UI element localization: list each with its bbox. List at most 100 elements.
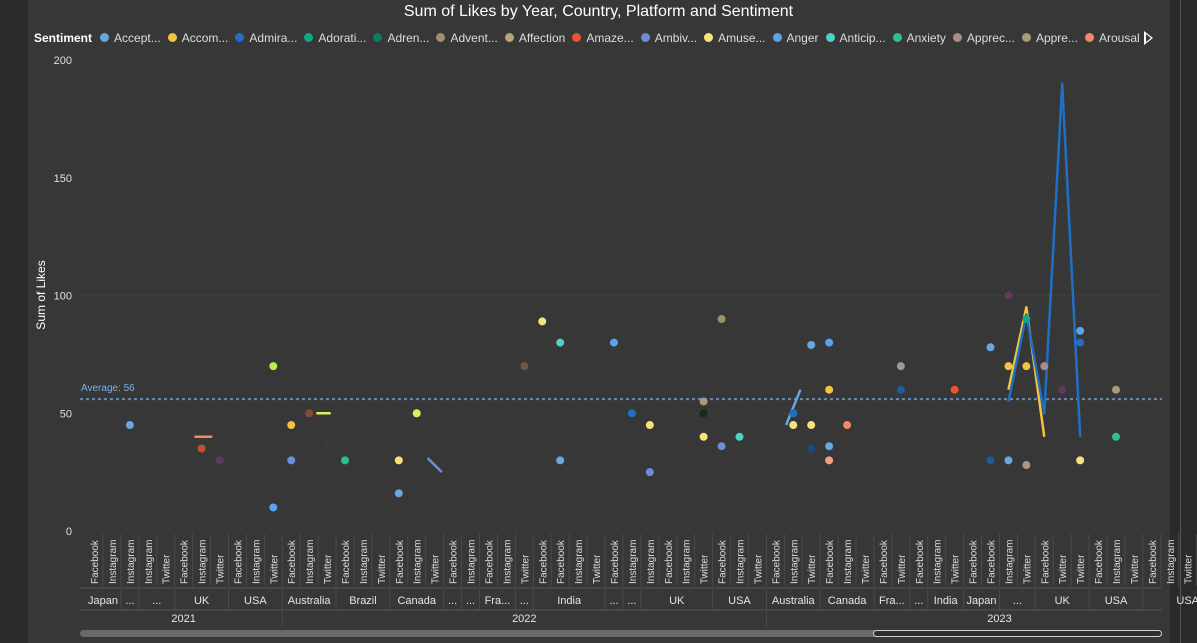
scrollbar-thumb[interactable] [873,630,1162,637]
data-point [1022,461,1030,469]
data-point [1076,456,1084,464]
data-point [198,445,206,453]
data-point [897,386,905,394]
series-line [786,390,800,425]
country-label: Australia [288,595,332,607]
x-tick-label: Twitter [377,554,388,584]
x-tick-label: Instagram [126,540,137,584]
y-axis-label: Sum of Likes [34,260,48,329]
data-point [789,421,797,429]
data-point [1022,315,1030,323]
x-tick-label: Instagram [305,540,316,584]
data-point [951,386,959,394]
country-label: Japan [88,595,118,607]
x-tick-label: Facebook [341,539,352,584]
x-tick-label: Instagram [789,540,800,584]
x-tick-label: Instagram [144,540,155,584]
country-label: ... [914,595,923,607]
x-tick-label: Facebook [718,539,729,584]
x-tick-label: Twitter [897,554,908,584]
data-point [520,362,528,370]
x-tick-label: Facebook [915,539,926,584]
data-point [789,409,797,417]
country-label: ... [520,595,529,607]
x-tick-label: Twitter [1184,554,1195,584]
x-tick-label: Twitter [592,554,603,584]
x-tick-label: Instagram [646,540,657,584]
country-label: Canada [397,595,436,607]
country-label: UK [669,595,685,607]
country-label: ... [125,595,134,607]
data-point [610,339,618,347]
x-tick-label: Instagram [108,540,119,584]
data-point [825,339,833,347]
x-tick-label: Instagram [574,540,585,584]
x-tick-label: Twitter [1076,554,1087,584]
country-label: ... [627,595,636,607]
x-tick-label: Facebook [395,539,406,584]
x-tick-label: Facebook [1148,539,1159,584]
x-tick-label: Instagram [359,540,370,584]
x-tick-label: Facebook [664,539,675,584]
x-tick-label: Facebook [484,539,495,584]
data-point [269,362,277,370]
country-label: Brazil [349,595,377,607]
data-point [1040,362,1048,370]
country-label: UK [194,595,210,607]
data-point [395,489,403,497]
x-tick-label: Twitter [700,554,711,584]
x-tick-label: Instagram [251,540,262,584]
x-tick-label: Instagram [1166,540,1177,584]
x-tick-label: Instagram [198,540,209,584]
country-label: Fra... [485,595,511,607]
country-label: USA [1105,595,1128,607]
data-point [807,341,815,349]
data-point [1004,362,1012,370]
x-tick-label: Instagram [1004,540,1015,584]
x-tick-label: Twitter [323,554,334,584]
x-tick-label: Twitter [951,554,962,584]
data-point [556,339,564,347]
data-point [323,442,331,450]
data-point [1076,327,1084,335]
x-tick-label: Facebook [987,539,998,584]
x-tick-label: Instagram [413,540,424,584]
x-tick-label: Facebook [610,539,621,584]
country-label: India [557,595,582,607]
data-point [395,456,403,464]
data-point [1004,456,1012,464]
country-label: ... [448,595,457,607]
country-label: Canada [828,595,867,607]
x-tick-label: Instagram [933,540,944,584]
data-point [556,456,564,464]
y-tick-label: 100 [54,291,72,303]
x-tick-label: Twitter [431,554,442,584]
x-tick-label: Facebook [449,539,460,584]
data-point [269,503,277,511]
country-label: India [934,595,959,607]
x-tick-label: Twitter [520,554,531,584]
year-label: 2021 [171,613,195,625]
country-label: UK [1055,595,1071,607]
x-tick-label: Instagram [682,540,693,584]
data-point [987,456,995,464]
data-point [126,421,134,429]
data-point [735,433,743,441]
data-point [700,397,708,405]
data-point [825,386,833,394]
x-tick-label: Twitter [1130,554,1141,584]
data-point [646,468,654,476]
data-point [413,409,421,417]
x-tick-label: Facebook [538,539,549,584]
data-point [843,421,851,429]
x-tick-label: Twitter [162,554,173,584]
x-tick-label: Facebook [180,539,191,584]
x-tick-label: Instagram [1112,540,1123,584]
x-tick-label: Facebook [825,539,836,584]
x-tick-label: Facebook [1040,539,1051,584]
x-tick-label: Facebook [969,539,980,584]
x-tick-label: Twitter [1022,554,1033,584]
data-point [1112,386,1120,394]
data-point [700,433,708,441]
data-point [1058,386,1066,394]
